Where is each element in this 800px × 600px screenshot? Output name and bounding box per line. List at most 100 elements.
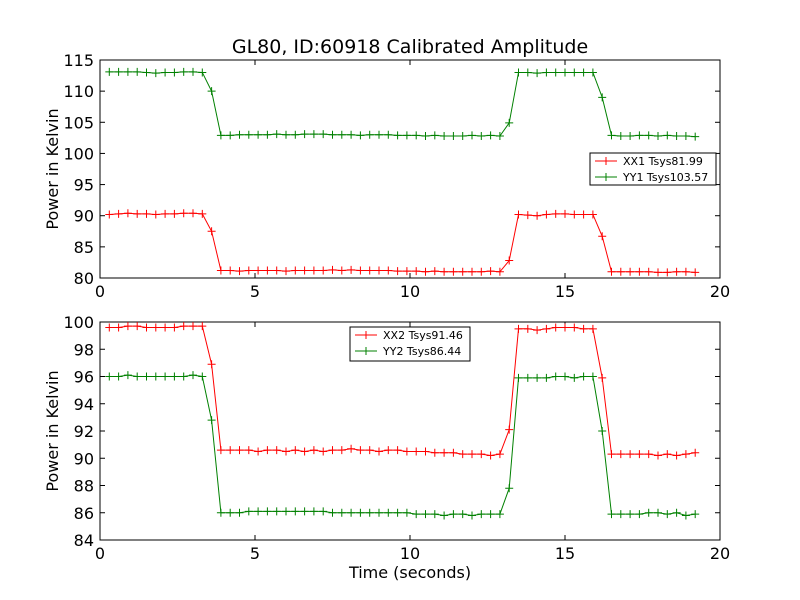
data-point bbox=[105, 372, 114, 381]
data-point bbox=[598, 373, 607, 382]
data-point bbox=[449, 510, 458, 519]
x-tick-label: 10 bbox=[400, 544, 420, 563]
data-point bbox=[468, 131, 476, 140]
series-line bbox=[109, 374, 696, 516]
subplot-2: 0 5 10 15 20 84 86 88 90 92 94 96 98 100 Power in Kelv… bbox=[43, 313, 730, 563]
data-point bbox=[356, 508, 365, 517]
data-point bbox=[402, 131, 411, 140]
data-point bbox=[458, 131, 467, 140]
data-point bbox=[691, 268, 700, 277]
data-point bbox=[263, 266, 272, 275]
data-point bbox=[402, 447, 411, 456]
data-point bbox=[514, 68, 523, 77]
data-point bbox=[551, 68, 560, 77]
data-point bbox=[672, 267, 681, 276]
data-point bbox=[161, 209, 170, 218]
data-point bbox=[421, 267, 430, 276]
data-point bbox=[207, 416, 216, 425]
y-tick-label: 100 bbox=[63, 144, 94, 163]
data-point bbox=[198, 372, 207, 381]
data-point bbox=[356, 131, 365, 140]
data-point bbox=[393, 267, 402, 276]
data-point bbox=[579, 210, 588, 219]
series-line bbox=[109, 325, 696, 457]
series-2 bbox=[105, 67, 700, 141]
data-point bbox=[551, 323, 560, 332]
data-point bbox=[170, 68, 179, 77]
data-point bbox=[533, 211, 542, 220]
data-point bbox=[440, 131, 449, 140]
data-point bbox=[440, 448, 449, 457]
data-point bbox=[282, 507, 290, 516]
data-point bbox=[235, 267, 244, 276]
data-point bbox=[635, 510, 644, 519]
data-point bbox=[644, 450, 653, 459]
data-point bbox=[254, 447, 263, 456]
x-tick-label: 5 bbox=[250, 544, 260, 563]
data-point bbox=[495, 131, 504, 140]
data-point bbox=[337, 446, 346, 455]
data-point bbox=[412, 131, 421, 140]
y-tick-label: 92 bbox=[74, 422, 94, 441]
data-point bbox=[495, 450, 504, 459]
y-tick-label: 80 bbox=[74, 269, 94, 288]
data-point bbox=[384, 130, 393, 139]
data-point bbox=[142, 68, 151, 77]
data-point bbox=[449, 267, 458, 276]
legend-marker bbox=[362, 331, 370, 339]
x-tick-label: 5 bbox=[250, 282, 260, 301]
data-point bbox=[356, 446, 365, 455]
data-point bbox=[468, 450, 476, 459]
data-point bbox=[626, 267, 635, 276]
data-point bbox=[672, 451, 681, 460]
data-point bbox=[616, 131, 625, 140]
data-point bbox=[272, 446, 281, 455]
data-point bbox=[151, 323, 160, 332]
data-point bbox=[328, 265, 337, 274]
data-point bbox=[328, 508, 337, 517]
data-point bbox=[189, 322, 197, 331]
x-axis-label: Time (seconds) bbox=[348, 563, 471, 582]
data-point bbox=[114, 209, 123, 218]
legend: XX2 Tsys91.46 YY2 Tsys86.44 bbox=[349, 326, 471, 362]
data-point bbox=[635, 267, 644, 276]
data-point bbox=[179, 322, 188, 331]
data-point bbox=[635, 450, 644, 459]
data-point bbox=[458, 450, 467, 459]
data-point bbox=[440, 267, 449, 276]
data-point bbox=[412, 447, 421, 456]
data-point bbox=[598, 232, 607, 241]
data-point bbox=[244, 507, 253, 516]
data-point bbox=[263, 446, 272, 455]
data-point bbox=[179, 209, 188, 218]
data-point bbox=[114, 67, 123, 76]
data-point bbox=[691, 448, 700, 457]
legend-label: XX1 Tsys81.99 bbox=[623, 155, 703, 168]
x-tick-label: 15 bbox=[555, 282, 575, 301]
data-point bbox=[282, 267, 290, 276]
legend-label: YY1 Tsys103.57 bbox=[622, 171, 708, 184]
data-point bbox=[384, 446, 393, 455]
data-point bbox=[421, 510, 430, 519]
data-point bbox=[402, 267, 411, 276]
chart-title: GL80, ID:60918 Calibrated Amplitude bbox=[232, 36, 588, 58]
data-point bbox=[440, 511, 449, 520]
data-point bbox=[328, 446, 337, 455]
legend-label: YY2 Tsys86.44 bbox=[382, 345, 461, 358]
data-point bbox=[616, 267, 625, 276]
data-point bbox=[412, 510, 421, 519]
data-point bbox=[579, 324, 588, 333]
data-point bbox=[151, 210, 160, 219]
data-point bbox=[523, 68, 532, 77]
data-point bbox=[561, 68, 569, 77]
legend-marker bbox=[602, 157, 610, 165]
data-point bbox=[561, 323, 569, 332]
y-axis-label: Power in Kelvin bbox=[43, 108, 62, 229]
data-point bbox=[319, 130, 328, 139]
data-point bbox=[142, 323, 151, 332]
data-point bbox=[607, 510, 616, 519]
data-point bbox=[216, 508, 225, 517]
data-point bbox=[533, 326, 542, 335]
data-point bbox=[588, 210, 597, 219]
